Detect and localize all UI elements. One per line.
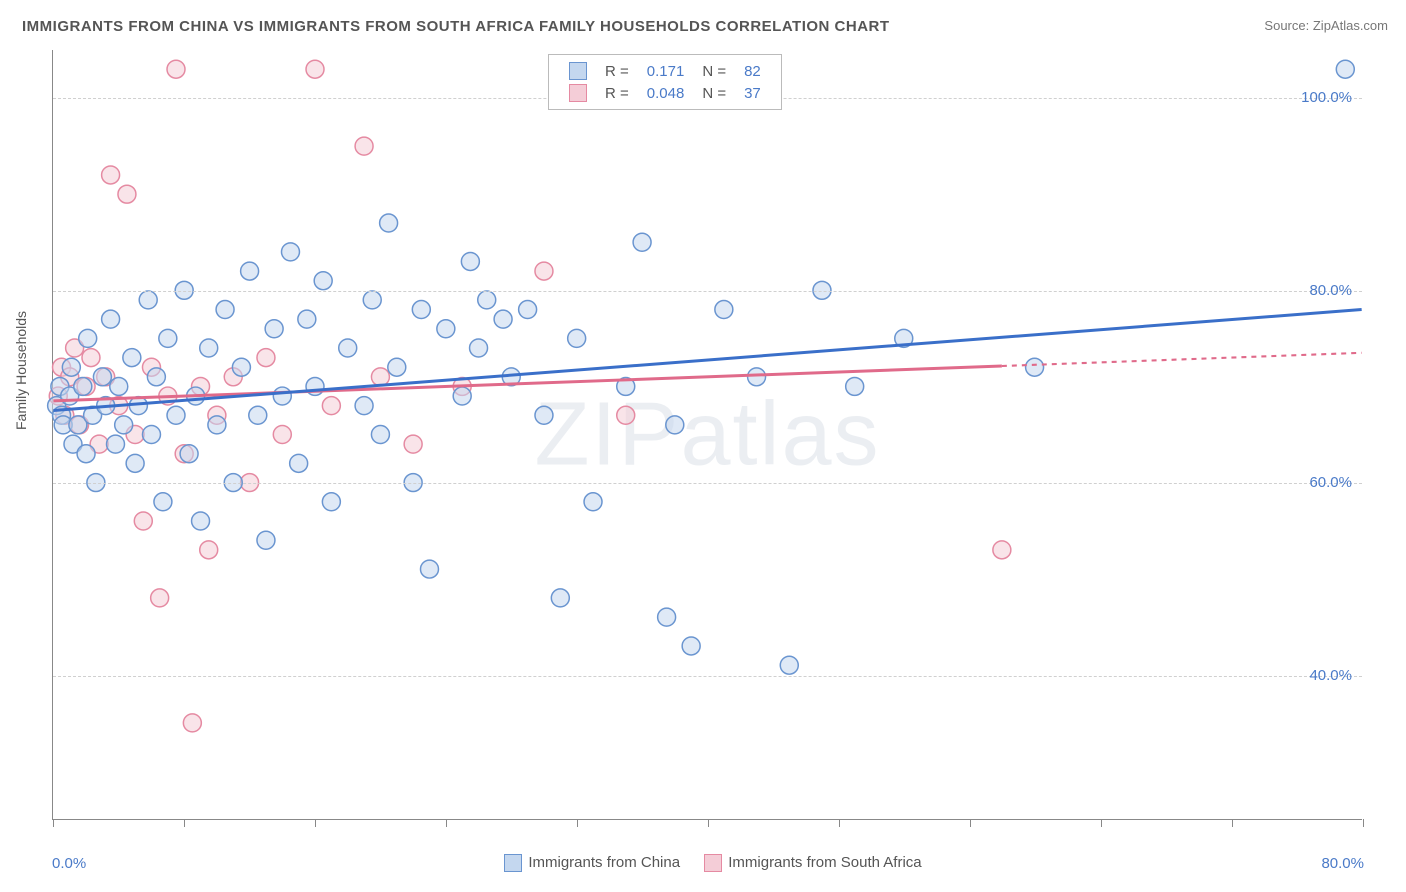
scatter-point [290, 454, 308, 472]
scatter-point [77, 445, 95, 463]
legend-series-label: Immigrants from China [528, 854, 680, 871]
scatter-point [519, 301, 537, 319]
scatter-point [118, 185, 136, 203]
scatter-point [93, 368, 111, 386]
scatter-point [461, 252, 479, 270]
scatter-point [322, 397, 340, 415]
scatter-point [551, 589, 569, 607]
scatter-point [420, 560, 438, 578]
source-label: Source: ZipAtlas.com [1264, 18, 1388, 33]
scatter-point [159, 329, 177, 347]
scatter-point [535, 262, 553, 280]
scatter-point [281, 243, 299, 261]
scatter-point [371, 368, 389, 386]
scatter-point [715, 301, 733, 319]
x-axis-min-label: 0.0% [52, 855, 86, 872]
scatter-point [102, 310, 120, 328]
y-tick-label: 100.0% [1301, 89, 1352, 106]
scatter-point [535, 406, 553, 424]
scatter-point [257, 349, 275, 367]
scatter-point [200, 339, 218, 357]
scatter-point [388, 358, 406, 376]
scatter-point [273, 426, 291, 444]
scatter-point [380, 214, 398, 232]
scatter-point [748, 368, 766, 386]
scatter-point [617, 406, 635, 424]
scatter-point [1336, 60, 1354, 78]
scatter-point [412, 301, 430, 319]
legend-series: Immigrants from China Immigrants from So… [0, 854, 1406, 872]
scatter-point [780, 656, 798, 674]
scatter-point [151, 589, 169, 607]
scatter-point [147, 368, 165, 386]
scatter-point [314, 272, 332, 290]
scatter-point [134, 512, 152, 530]
chart-container: IMMIGRANTS FROM CHINA VS IMMIGRANTS FROM… [0, 0, 1406, 892]
legend-stats: R = 0.171 N = 82 R = 0.048 N = 37 [548, 54, 782, 110]
scatter-point [82, 349, 100, 367]
regression-line-dashed [1002, 353, 1362, 366]
scatter-point [79, 329, 97, 347]
scatter-point [355, 137, 373, 155]
scatter-point [200, 541, 218, 559]
scatter-point [846, 377, 864, 395]
scatter-point [110, 377, 128, 395]
scatter-point [107, 435, 125, 453]
scatter-point [453, 387, 471, 405]
scatter-point [249, 406, 267, 424]
scatter-point [682, 637, 700, 655]
scatter-point [257, 531, 275, 549]
scatter-point [273, 387, 291, 405]
scatter-point [154, 493, 172, 511]
scatter-point [355, 397, 373, 415]
scatter-point [470, 339, 488, 357]
scatter-point [322, 493, 340, 511]
scatter-point [494, 310, 512, 328]
scatter-point [139, 291, 157, 309]
y-tick-label: 80.0% [1309, 282, 1352, 299]
y-tick-label: 60.0% [1309, 474, 1352, 491]
scatter-point [180, 445, 198, 463]
scatter-point [208, 416, 226, 434]
scatter-point [265, 320, 283, 338]
scatter-point [126, 454, 144, 472]
scatter-svg [53, 50, 1362, 819]
scatter-point [74, 377, 92, 395]
scatter-point [658, 608, 676, 626]
y-tick-label: 40.0% [1309, 667, 1352, 684]
scatter-point [115, 416, 133, 434]
scatter-point [123, 349, 141, 367]
legend-stats-row: R = 0.048 N = 37 [561, 83, 769, 103]
scatter-point [478, 291, 496, 309]
x-axis-max-label: 80.0% [1321, 855, 1364, 872]
scatter-point [232, 358, 250, 376]
scatter-point [62, 358, 80, 376]
scatter-point [241, 262, 259, 280]
scatter-point [298, 310, 316, 328]
chart-title: IMMIGRANTS FROM CHINA VS IMMIGRANTS FROM… [22, 18, 890, 35]
scatter-point [568, 329, 586, 347]
scatter-point [584, 493, 602, 511]
plot-area: ZIPatlas 40.0%60.0%80.0%100.0% [52, 50, 1362, 820]
y-axis-label: Family Households [13, 311, 29, 430]
scatter-point [633, 233, 651, 251]
scatter-point [167, 406, 185, 424]
scatter-point [993, 541, 1011, 559]
scatter-point [192, 512, 210, 530]
scatter-point [339, 339, 357, 357]
scatter-point [371, 426, 389, 444]
scatter-point [102, 166, 120, 184]
legend-stats-row: R = 0.171 N = 82 [561, 61, 769, 81]
scatter-point [666, 416, 684, 434]
scatter-point [404, 435, 422, 453]
scatter-point [167, 60, 185, 78]
scatter-point [306, 60, 324, 78]
scatter-point [1026, 358, 1044, 376]
scatter-point [183, 714, 201, 732]
legend-series-label: Immigrants from South Africa [728, 854, 921, 871]
scatter-point [142, 426, 160, 444]
scatter-point [216, 301, 234, 319]
scatter-point [363, 291, 381, 309]
scatter-point [437, 320, 455, 338]
